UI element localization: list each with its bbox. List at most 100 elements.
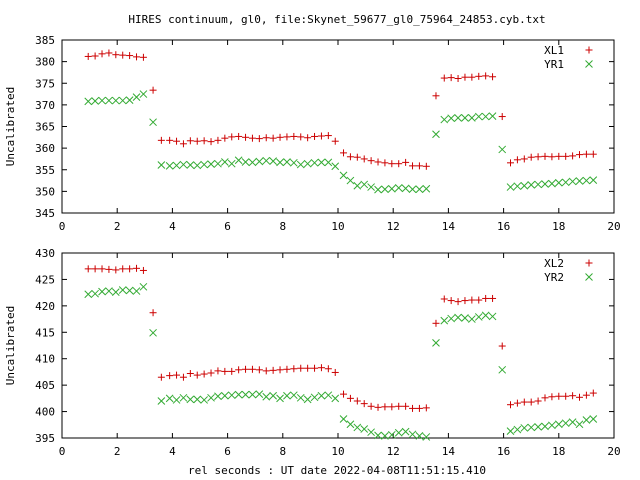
data-point bbox=[234, 390, 243, 399]
data-point bbox=[506, 183, 515, 191]
legend-marker bbox=[585, 46, 593, 54]
data-point bbox=[555, 392, 563, 400]
data-point bbox=[200, 396, 208, 404]
data-point bbox=[367, 428, 375, 437]
data-point bbox=[340, 149, 348, 157]
data-point bbox=[507, 401, 514, 409]
data-point bbox=[331, 394, 340, 403]
data-point bbox=[111, 288, 120, 296]
data-point bbox=[346, 153, 354, 161]
data-point bbox=[554, 178, 563, 187]
data-point bbox=[381, 432, 389, 440]
data-point bbox=[569, 392, 577, 400]
data-point bbox=[527, 153, 535, 161]
data-point bbox=[220, 158, 229, 166]
data-point bbox=[149, 328, 157, 337]
plot-frame bbox=[61, 39, 615, 214]
data-point bbox=[489, 73, 497, 81]
data-point bbox=[482, 294, 490, 302]
data-point bbox=[179, 373, 187, 381]
data-point bbox=[283, 158, 291, 166]
x-tick-label: 2 bbox=[114, 220, 121, 233]
data-point bbox=[133, 264, 141, 272]
data-point bbox=[269, 134, 277, 142]
data-point bbox=[119, 265, 127, 273]
data-point bbox=[105, 287, 113, 295]
data-point bbox=[149, 86, 157, 94]
x-tick-label: 8 bbox=[279, 445, 286, 458]
data-point bbox=[331, 162, 340, 171]
data-point bbox=[381, 403, 389, 411]
series-YR1 bbox=[84, 90, 598, 194]
data-point bbox=[415, 432, 424, 440]
data-point bbox=[166, 372, 174, 380]
data-point bbox=[235, 366, 243, 374]
data-point bbox=[562, 152, 570, 160]
data-point bbox=[179, 140, 187, 148]
data-point bbox=[228, 367, 236, 375]
data-point bbox=[568, 418, 577, 426]
data-point bbox=[415, 162, 423, 170]
data-point bbox=[388, 160, 396, 168]
data-point bbox=[255, 390, 264, 398]
data-point bbox=[346, 420, 355, 429]
data-point bbox=[374, 431, 382, 440]
x-tick-label: 16 bbox=[497, 445, 510, 458]
data-point bbox=[582, 416, 591, 424]
series-YR2 bbox=[84, 282, 598, 441]
data-point bbox=[554, 420, 563, 429]
legend-marker bbox=[585, 273, 593, 281]
data-point bbox=[186, 370, 194, 378]
data-point bbox=[475, 296, 483, 304]
data-point bbox=[534, 153, 542, 161]
data-point bbox=[374, 403, 382, 411]
data-point bbox=[589, 150, 597, 158]
data-point bbox=[242, 133, 250, 141]
data-point bbox=[200, 160, 208, 169]
data-point bbox=[125, 286, 134, 295]
data-point bbox=[541, 394, 549, 402]
data-point bbox=[440, 115, 449, 124]
data-point bbox=[395, 402, 403, 410]
x-tick-label: 6 bbox=[224, 220, 231, 233]
data-point bbox=[283, 133, 291, 141]
data-point bbox=[541, 422, 549, 431]
legend-label: XL2 bbox=[544, 257, 564, 270]
data-point bbox=[339, 415, 348, 423]
x-tick-label: 4 bbox=[169, 445, 176, 458]
data-point bbox=[394, 428, 403, 437]
data-point bbox=[339, 171, 348, 180]
data-point bbox=[248, 390, 257, 399]
data-point bbox=[555, 152, 563, 160]
data-point bbox=[589, 415, 598, 423]
data-point bbox=[381, 185, 389, 194]
data-point bbox=[401, 427, 410, 436]
data-point bbox=[353, 153, 361, 161]
data-point bbox=[84, 52, 92, 60]
data-point bbox=[506, 427, 515, 435]
data-point bbox=[353, 181, 362, 190]
data-point bbox=[468, 296, 476, 304]
data-point bbox=[269, 157, 277, 165]
data-point bbox=[575, 177, 584, 185]
x-tick-label: 0 bbox=[59, 445, 66, 458]
data-point bbox=[353, 397, 361, 405]
data-point bbox=[353, 423, 362, 432]
data-point bbox=[317, 132, 325, 140]
data-point bbox=[447, 314, 456, 323]
data-point bbox=[401, 184, 410, 193]
data-point bbox=[374, 158, 382, 166]
data-point bbox=[207, 160, 215, 168]
data-point bbox=[360, 425, 369, 433]
data-point bbox=[214, 367, 222, 375]
data-point bbox=[255, 135, 263, 143]
data-point bbox=[461, 73, 469, 81]
data-point bbox=[133, 53, 141, 61]
data-point bbox=[548, 421, 556, 430]
data-point bbox=[276, 366, 284, 374]
data-point bbox=[482, 72, 490, 80]
data-point bbox=[139, 53, 147, 61]
data-point bbox=[139, 266, 147, 274]
data-point bbox=[520, 155, 528, 163]
data-point bbox=[317, 364, 325, 372]
